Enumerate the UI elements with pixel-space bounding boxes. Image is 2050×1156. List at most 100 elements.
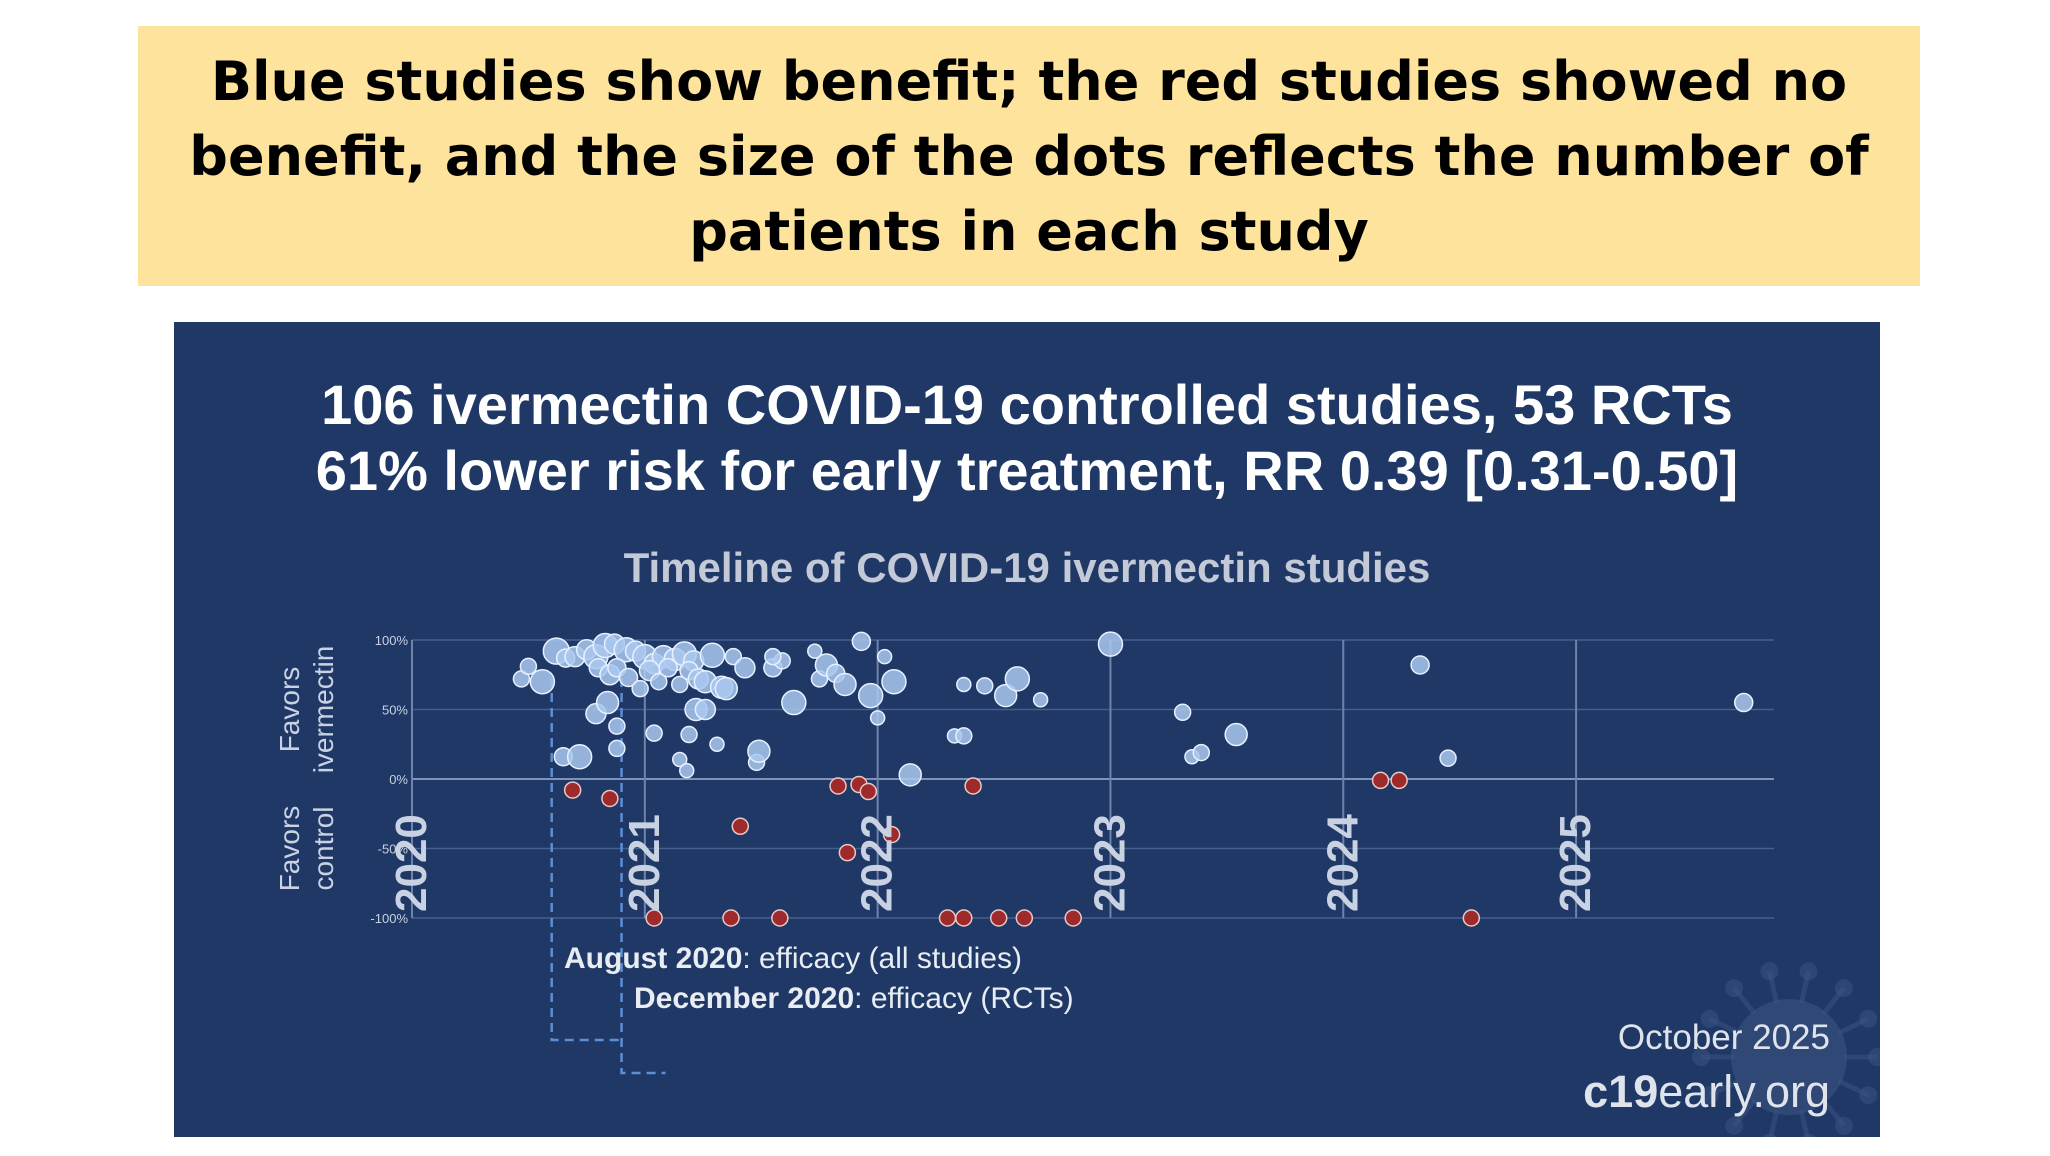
benefit-point xyxy=(955,727,973,745)
benefit-point xyxy=(680,725,698,744)
y-tick-label: 0% xyxy=(389,772,408,787)
benefit-point xyxy=(993,683,1018,708)
benefit-point xyxy=(658,658,678,678)
benefit-point xyxy=(807,643,823,659)
benefit-point xyxy=(881,668,907,695)
no-benefit-point xyxy=(563,781,582,799)
virus-spike-tip xyxy=(1762,1133,1777,1137)
annotation-august: August 2020: efficacy (all studies) xyxy=(564,942,1022,975)
no-benefit-point xyxy=(955,909,973,927)
no-benefit-point xyxy=(771,909,789,927)
no-benefit-point xyxy=(1390,771,1408,790)
date-brackets xyxy=(550,678,666,1075)
benefit-point xyxy=(714,676,739,701)
y-tick-label: -100% xyxy=(370,911,408,926)
benefit-point xyxy=(1004,666,1031,692)
benefit-point xyxy=(608,739,626,758)
headline-risk: 61% lower risk for early treatment, RR 0… xyxy=(315,439,1739,502)
benefit-point xyxy=(645,724,663,742)
virus-spike-tip xyxy=(1834,1116,1853,1135)
benefit-point xyxy=(1032,692,1049,708)
chart-panel: 106 ivermectin COVID-19 controlled studi… xyxy=(174,322,1880,1137)
no-benefit-point xyxy=(938,909,957,927)
benefit-point xyxy=(1173,703,1192,722)
benefit-point xyxy=(519,657,538,676)
site-logo-text: c19early.org xyxy=(1583,1066,1830,1117)
benefit-point xyxy=(670,675,689,694)
virus-spike-tip xyxy=(1859,1009,1878,1028)
year-label: 2022 xyxy=(853,814,902,912)
caption-text: Blue studies show benefit; the red studi… xyxy=(189,49,1869,263)
benefit-point xyxy=(851,631,872,652)
benefit-point xyxy=(678,762,695,779)
virus-body xyxy=(1731,999,1847,1115)
no-benefit-point xyxy=(1371,771,1390,790)
benefit-point xyxy=(898,763,922,787)
no-benefit-point xyxy=(645,909,663,927)
virus-spike-tip xyxy=(1760,962,1779,981)
benefit-point xyxy=(699,642,726,669)
data-points xyxy=(512,631,1754,927)
bracket-december xyxy=(620,678,666,1075)
virus-spike-tip xyxy=(1859,1086,1878,1105)
benefit-point xyxy=(956,676,972,693)
year-label: 2020 xyxy=(387,814,436,912)
no-benefit-point xyxy=(838,843,857,862)
no-benefit-point xyxy=(882,825,901,844)
virus-spike-tip xyxy=(1725,1116,1744,1135)
annotation-december: December 2020: efficacy (RCTs) xyxy=(634,982,1074,1015)
no-benefit-point xyxy=(1015,909,1034,927)
benefit-point xyxy=(734,657,756,679)
virus-spike-tip xyxy=(1799,962,1818,981)
virus-spike-tip xyxy=(1700,1086,1719,1105)
benefit-point xyxy=(1097,631,1124,657)
virus-spike-tip xyxy=(1700,1009,1719,1028)
benefit-point xyxy=(781,689,807,716)
virus-spike-tip xyxy=(1834,979,1853,998)
bracket-august xyxy=(550,678,622,1042)
y-tick-label: -50% xyxy=(378,842,409,857)
benefit-point xyxy=(671,751,688,768)
y-label-favors-control: Favors control xyxy=(274,806,339,892)
timeline-chart: 100% 50% 0% -50% -100%2020 2021 2022 2023 2024 20… xyxy=(274,631,1880,1137)
benefit-point xyxy=(869,710,886,726)
virus-icon xyxy=(1692,962,1880,1137)
no-benefit-point xyxy=(731,817,750,836)
benefit-point xyxy=(631,679,649,698)
virus-spike-tip xyxy=(1725,979,1744,998)
benefit-point xyxy=(764,647,782,666)
benefit-point xyxy=(1224,722,1248,747)
no-benefit-point xyxy=(601,789,619,808)
benefit-point xyxy=(747,739,771,763)
no-benefit-point xyxy=(722,909,740,927)
grid xyxy=(411,639,1774,919)
benefit-point xyxy=(1410,655,1430,675)
benefit-point xyxy=(975,677,994,695)
no-benefit-point xyxy=(859,782,878,801)
year-label: 2025 xyxy=(1551,814,1600,912)
benefit-point xyxy=(1733,692,1754,713)
benefit-point xyxy=(650,672,668,691)
no-benefit-point xyxy=(829,777,847,795)
benefit-point xyxy=(876,648,893,665)
virus-spike-tip xyxy=(1801,1133,1816,1137)
y-tick-label: 50% xyxy=(382,703,408,718)
benefit-point xyxy=(529,668,556,695)
virus-spike-tip xyxy=(1692,1048,1710,1066)
chart-title: Timeline of COVID-19 ivermectin studies xyxy=(623,544,1431,591)
axis-labels: 100% 50% 0% -50% -100%2020 2021 2022 2023 2024 20… xyxy=(274,633,1600,926)
year-label: 2024 xyxy=(1318,814,1367,912)
y-label-favors-ivermectin: Favors ivermectin xyxy=(274,646,339,774)
benefit-point xyxy=(566,744,593,770)
virus-spike-tip xyxy=(1868,1048,1880,1066)
y-tick-label: 100% xyxy=(375,633,409,648)
benefit-point xyxy=(709,736,725,752)
benefit-point xyxy=(694,698,717,721)
caption-banner: Blue studies show benefit; the red studi… xyxy=(138,26,1920,286)
no-benefit-point xyxy=(1462,909,1481,927)
virus-spike xyxy=(1798,1110,1810,1137)
no-benefit-point xyxy=(989,909,1008,927)
year-label: 2021 xyxy=(620,814,669,912)
benefit-point xyxy=(618,667,639,688)
benefit-point xyxy=(1439,749,1457,767)
